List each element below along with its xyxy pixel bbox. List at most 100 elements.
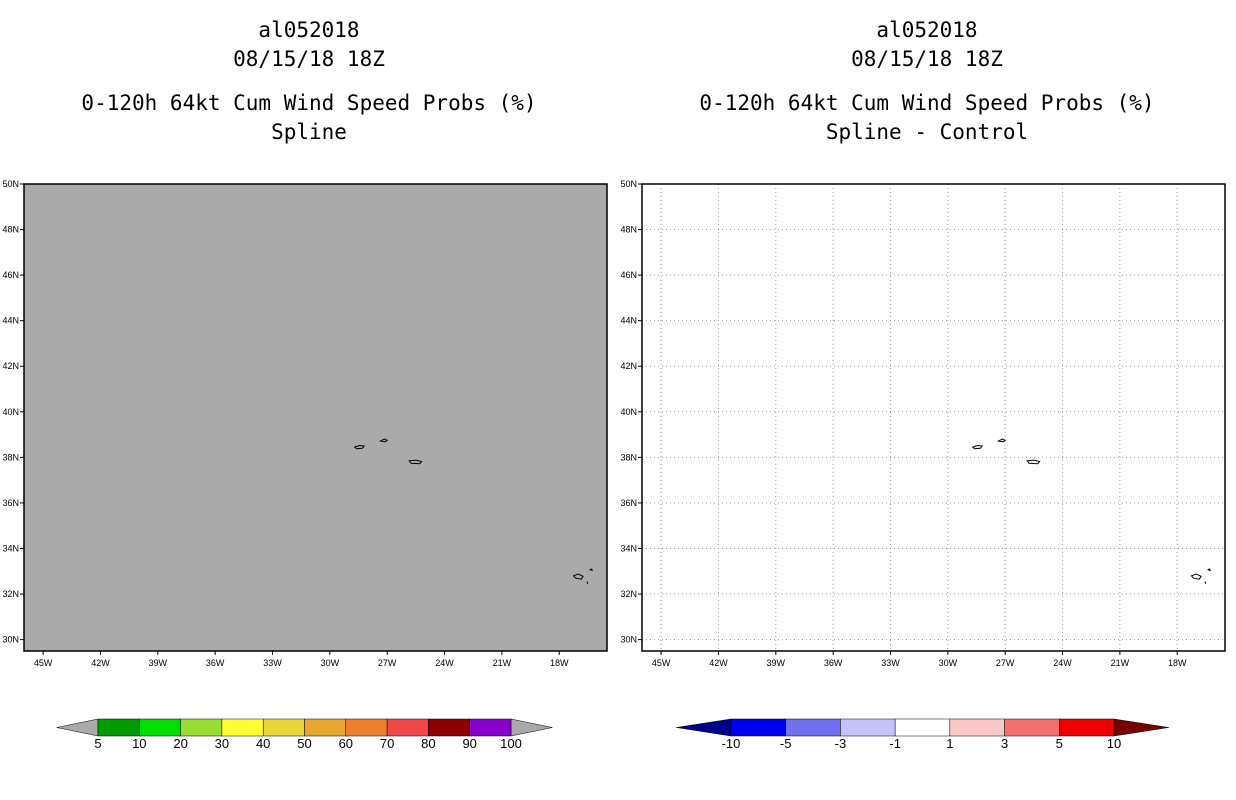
colorbar-label: -5 (780, 736, 792, 751)
lat-tick-label: 44N (2, 316, 19, 326)
lon-tick-label: 42W (709, 658, 728, 668)
colorbar-swatch (139, 718, 181, 737)
colorbar-label: 5 (1056, 736, 1063, 751)
colorbar-label: -3 (835, 736, 847, 751)
colorbar-high-arrow (1113, 718, 1169, 737)
lon-tick-label: 21W (493, 658, 512, 668)
colorbar-swatch (1004, 718, 1060, 737)
lon-tick-label: 39W (149, 658, 168, 668)
colorbar-label: 60 (339, 736, 353, 751)
lon-tick-label: 18W (1168, 658, 1187, 668)
lat-tick-label: 48N (620, 225, 637, 235)
right-datetime: 08/15/18 18Z (851, 47, 1003, 71)
island-pico-faial (353, 444, 366, 450)
island-sao-miguel (1026, 459, 1041, 465)
right-map: 45W 42W 39W 36W 33W 30W 27W 24W 21W 18W 30N 32N 34N 3… (620, 179, 1226, 668)
lon-tick-label: 45W (652, 658, 671, 668)
left-panel: al052018 08/15/18 18Z 0-120h 64kt Cum Wi… (2, 18, 608, 751)
left-datetime: 08/15/18 18Z (233, 47, 385, 71)
colorbar-swatch (345, 718, 388, 737)
island-sao-miguel (408, 459, 423, 465)
lat-tick-label: 40N (620, 407, 637, 417)
lat-tick-label: 34N (620, 543, 637, 553)
colorbar-label: 30 (215, 736, 229, 751)
colorbar-label: 10 (1107, 736, 1121, 751)
lon-tick-label: 45W (34, 658, 53, 668)
lon-tick-label: 36W (206, 658, 225, 668)
island-terceira (378, 438, 389, 443)
colorbar-low-arrow (56, 718, 99, 737)
colorbar-swatch (469, 718, 512, 737)
colorbar-label: -1 (889, 736, 901, 751)
lat-tick-label: 44N (620, 316, 637, 326)
lat-tick-label: 40N (2, 407, 19, 417)
lat-tick-label: 32N (620, 589, 637, 599)
lon-tick-label: 27W (378, 658, 397, 668)
map-background (642, 184, 1225, 651)
map-frame (23, 183, 608, 652)
lat-tick-label: 42N (2, 361, 19, 371)
colorbar-swatch (180, 718, 223, 737)
lon-tick-label: 30W (939, 658, 958, 668)
lat-tick-label: 48N (2, 225, 19, 235)
colorbar-swatch (97, 718, 140, 737)
colorbar-label: 10 (132, 736, 146, 751)
right-panel: al052018 08/15/18 18Z 0-120h 64kt Cum Wi… (620, 18, 1226, 751)
lat-tick-label: 42N (620, 361, 637, 371)
left-subtitle: Spline (271, 120, 347, 144)
colorbar-swatch (785, 718, 841, 737)
lon-tick-label: 39W (767, 658, 786, 668)
colorbar-swatch (730, 718, 786, 737)
lat-tick-label: 36N (620, 498, 637, 508)
lat-tick-label: 30N (620, 635, 637, 645)
lat-tick-label: 32N (2, 589, 19, 599)
colorbar-label: 3 (1001, 736, 1008, 751)
right-product-title: 0-120h 64kt Cum Wind Speed Probs (%) (699, 91, 1154, 115)
right-subtitle: Spline - Control (826, 120, 1028, 144)
lon-tick-label: 21W (1111, 658, 1130, 668)
lon-tick-label: 30W (321, 658, 340, 668)
island-madeira (572, 573, 584, 580)
colorbar-label: 90 (462, 736, 476, 751)
island-terceira (996, 438, 1007, 443)
island-porto-santo (1206, 568, 1211, 572)
lat-tick-label: 46N (620, 270, 637, 280)
lat-tick-label: 50N (620, 179, 637, 189)
island-pico-faial (971, 444, 984, 450)
island-madeira (1190, 573, 1202, 580)
lat-tick-label: 36N (2, 498, 19, 508)
colorbar-swatch (262, 718, 305, 737)
colorbar-label: 20 (173, 736, 187, 751)
lat-tick-label: 30N (2, 635, 19, 645)
colorbar-label: 80 (421, 736, 435, 751)
lon-tick-label: 27W (996, 658, 1015, 668)
lon-tick-label: 33W (881, 658, 900, 668)
colorbar-swatch (894, 718, 951, 737)
colorbar-swatch (304, 718, 347, 737)
left-colorbar: 5 10 20 30 40 50 60 70 80 90 100 (56, 718, 553, 751)
lon-tick-label: 36W (824, 658, 843, 668)
island-porto-santo (588, 568, 593, 572)
colorbar-swatch (386, 718, 429, 737)
lat-tick-label: 34N (2, 543, 19, 553)
left-map: 45W 42W 39W 36W 33W 30W 27W 24W 21W 18W 30N 32N 34N 3… (2, 179, 608, 668)
island-desertas (586, 581, 589, 584)
colorbar-swatch (428, 718, 470, 737)
lon-tick-label: 24W (435, 658, 454, 668)
right-colorbar: -10 -5 -3 -1 1 3 5 10 (676, 718, 1169, 751)
colorbar-label: 40 (256, 736, 270, 751)
lat-tick-label: 50N (2, 179, 19, 189)
colorbar-label: 5 (94, 736, 101, 751)
lon-tick-label: 42W (91, 658, 110, 668)
lon-tick-label: 18W (550, 658, 569, 668)
colorbar-label: 1 (946, 736, 953, 751)
colorbar-low-arrow (676, 718, 732, 737)
colorbar-label: -10 (722, 736, 741, 751)
colorbar-high-arrow (510, 718, 553, 737)
lat-tick-label: 46N (2, 270, 19, 280)
lat-tick-label: 38N (2, 452, 19, 462)
right-storm-id: al052018 (876, 18, 977, 42)
colorbar-label: 70 (380, 736, 394, 751)
colorbar-label: 50 (297, 736, 311, 751)
